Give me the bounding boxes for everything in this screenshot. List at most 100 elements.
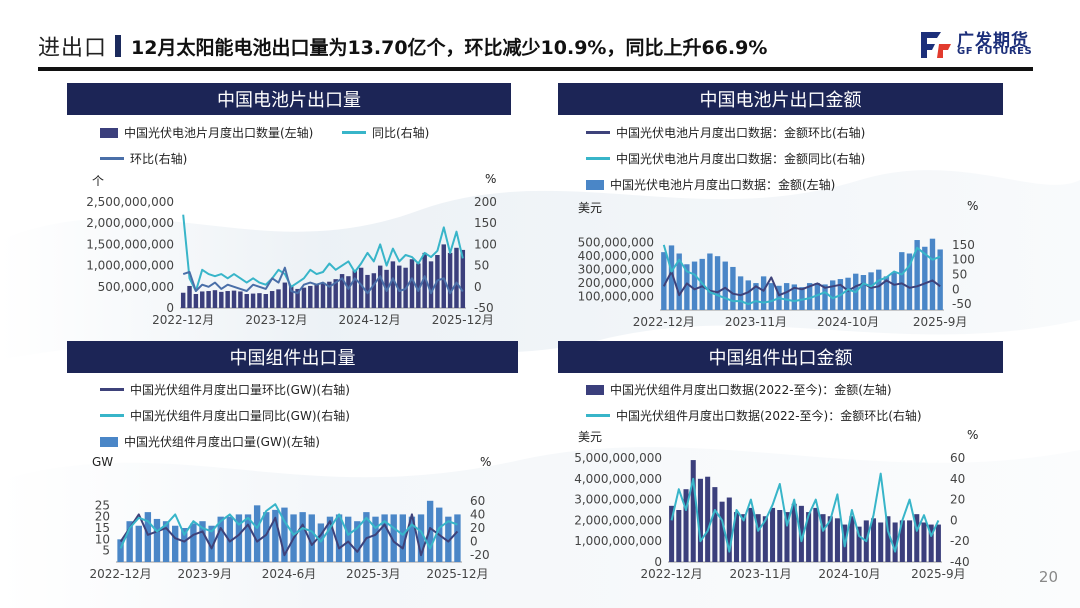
bar [144, 512, 152, 562]
bar [308, 514, 315, 562]
bar [928, 524, 934, 562]
bar [683, 489, 689, 562]
bar [661, 252, 667, 310]
bar [200, 291, 205, 308]
bar [714, 256, 721, 310]
x-tick-label: 2025-12月 [432, 313, 494, 327]
bar [358, 267, 364, 308]
y-tick-label: 200,000,000 [578, 276, 654, 290]
bar [722, 261, 728, 310]
bar [712, 487, 718, 562]
legend-swatch [586, 131, 610, 134]
bar [308, 285, 313, 308]
bar [834, 518, 840, 562]
y-tick-label: 1,500,000,000 [86, 237, 174, 251]
bar [806, 283, 813, 310]
x-tick-label: 2025-9月 [911, 567, 966, 581]
bar [676, 510, 682, 562]
bar [799, 287, 805, 310]
x-tick-label: 2022-12月 [152, 313, 214, 327]
bar [830, 280, 836, 310]
bar [208, 525, 215, 562]
y-tick-label: 2,500,000,000 [86, 195, 174, 209]
y-tick-label: 4,000,000,000 [574, 472, 662, 486]
bar [199, 521, 206, 562]
left-unit-modules-value: 美元 [578, 430, 603, 444]
header-rule [38, 67, 1033, 71]
bar [244, 514, 252, 562]
y2-tick-label: -50 [952, 297, 972, 311]
x-tick-label: 2025-12月 [426, 567, 488, 581]
legend-label: 中国光伏电池片月度出口数量(左轴) [124, 126, 314, 140]
legend-item: 中国光伏组件月度出口量同比(GW)(右轴) [100, 407, 350, 424]
legend-item: 环比(右轴) [100, 150, 187, 167]
y2-tick-label: 150 [474, 216, 497, 230]
y-tick-label: 2,000,000,000 [86, 216, 174, 230]
bar [171, 525, 179, 562]
bar [784, 512, 790, 562]
y2-tick-label: 200 [474, 195, 497, 209]
y2-tick-label: 0 [952, 282, 960, 296]
bar [365, 274, 370, 308]
chart-modules-value: 5,000,000,000 4,000,000,000 3,000,000,000 2… [574, 451, 970, 581]
x-tick-label: 2024-6月 [262, 567, 317, 581]
chart-title-modules-volume: 中国组件出口量 [67, 341, 518, 373]
series-line [119, 503, 458, 550]
bar [914, 240, 920, 310]
bar [684, 264, 690, 310]
bar [798, 505, 804, 562]
y2-tick-label: 40 [470, 507, 485, 521]
bar [193, 294, 199, 308]
legend-item: 中国光伏电池片月度出口数量(左轴) [100, 124, 313, 141]
chart-title-modules-value: 中国组件出口金额 [558, 341, 1003, 373]
bar [212, 290, 218, 308]
bar [883, 276, 890, 310]
bar [745, 280, 751, 310]
chart-title-cells-volume: 中国电池片出口量 [67, 83, 511, 115]
right-unit-cells-volume: % [485, 172, 497, 186]
bar [921, 522, 927, 562]
legend-item: 中国光伏组件月度出口量环比(GW)(右轴) [100, 381, 350, 398]
y-tick-label: 2,000,000,000 [574, 513, 662, 527]
bar [272, 509, 279, 562]
legend-label: 中国光伏组件月度出口数据(2022-至今)：金额环比(右轴) [616, 409, 922, 423]
page-number: 20 [1038, 568, 1058, 586]
bar [741, 514, 747, 562]
bar [180, 292, 186, 308]
bar [295, 288, 300, 308]
bar [705, 476, 711, 562]
series-line [670, 472, 940, 553]
bar [885, 516, 891, 562]
y-tick-label: 25 [95, 498, 110, 512]
legend-label: 中国光伏电池片月度出口数据：金额环比(右轴) [616, 126, 866, 140]
bar [676, 253, 682, 310]
legend-swatch [100, 157, 124, 160]
bar [426, 500, 434, 562]
legend-item: 同比(右轴) [342, 124, 429, 141]
bar [397, 265, 402, 308]
bar [878, 522, 884, 562]
bar [726, 497, 732, 562]
y2-tick-label: -20 [950, 534, 970, 548]
bar [922, 246, 928, 310]
bar [153, 518, 161, 562]
bar [326, 516, 334, 562]
bar [445, 516, 452, 562]
bar [820, 514, 826, 562]
bar [906, 253, 913, 310]
bar [301, 287, 307, 308]
x-tick-label: 2023-9月 [178, 567, 233, 581]
bar [733, 512, 740, 562]
bar [783, 283, 790, 310]
y2-tick-label: 100 [474, 237, 497, 251]
y2-tick-label: 0 [474, 280, 482, 294]
bar [806, 512, 812, 562]
bar [753, 283, 759, 310]
bar [390, 261, 396, 308]
bar [257, 293, 262, 308]
bar [937, 249, 943, 310]
x-tick-label: 2022-12月 [641, 567, 703, 581]
bar [719, 501, 725, 562]
bar [441, 244, 446, 308]
legend-swatch [100, 127, 118, 138]
